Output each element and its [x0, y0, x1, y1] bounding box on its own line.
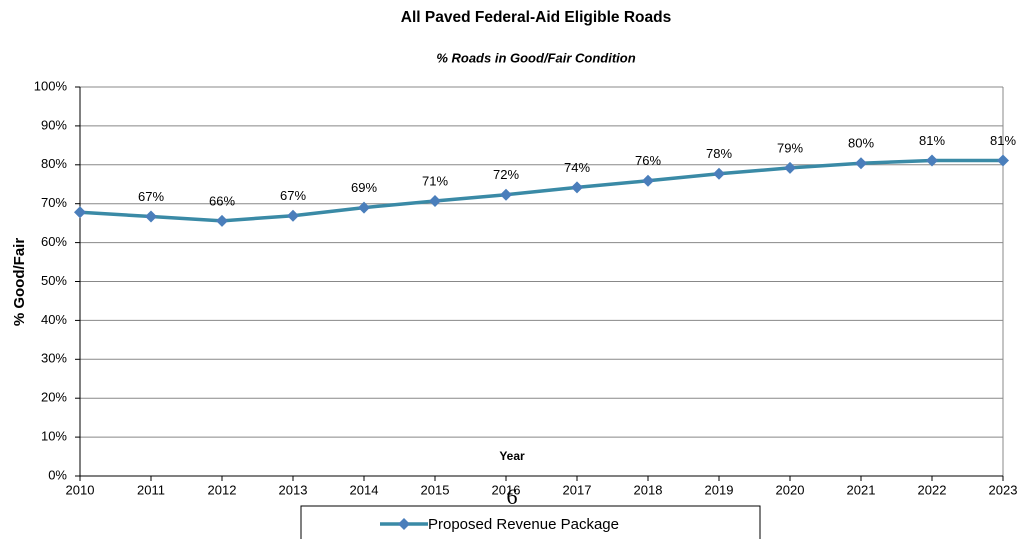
- y-tick-label: 20%: [41, 390, 67, 405]
- x-tick-label: 2016: [492, 482, 521, 497]
- page-number: 6: [507, 484, 518, 509]
- data-point: [642, 174, 654, 187]
- x-tick-label: 2022: [918, 482, 947, 497]
- data-label: 67%: [138, 189, 164, 204]
- data-point: [74, 206, 86, 219]
- data-label: 66%: [209, 193, 235, 208]
- data-label: 81%: [990, 133, 1016, 148]
- data-label: 81%: [919, 133, 945, 148]
- legend-marker: [398, 518, 410, 530]
- data-point: [713, 167, 725, 180]
- y-tick-label: 90%: [41, 117, 67, 132]
- data-label: 74%: [564, 160, 590, 175]
- data-point: [997, 154, 1009, 167]
- data-point: [784, 161, 796, 174]
- x-tick-label: 2021: [847, 482, 876, 497]
- data-label: 80%: [848, 136, 874, 151]
- data-point: [145, 210, 157, 223]
- data-label: 78%: [706, 146, 732, 161]
- x-tick-label: 2014: [350, 482, 379, 497]
- y-tick-label: 70%: [41, 195, 67, 210]
- chart-title: All Paved Federal-Aid Eligible Roads: [401, 9, 671, 26]
- data-point: [216, 214, 228, 227]
- series-line: [79, 158, 1003, 223]
- legend-box: [300, 505, 761, 539]
- data-point: [500, 188, 512, 201]
- x-tick-label: 2019: [705, 482, 734, 497]
- x-axis-label: Year: [499, 449, 525, 463]
- data-point: [855, 157, 867, 170]
- x-tick-label: 2017: [563, 482, 592, 497]
- x-tick-label: 2020: [776, 482, 805, 497]
- x-tick-label: 2012: [208, 482, 237, 497]
- data-point: [429, 194, 441, 207]
- y-tick-label: 40%: [41, 312, 67, 327]
- data-point: [287, 209, 299, 222]
- x-tick-label: 2018: [634, 482, 663, 497]
- data-label: 71%: [422, 173, 448, 188]
- y-axis-label: % Good/Fair: [11, 238, 28, 327]
- y-tick-label: 60%: [41, 234, 67, 249]
- data-label: 67%: [280, 188, 306, 203]
- data-point: [358, 201, 370, 214]
- y-tick-label: 10%: [41, 429, 67, 444]
- y-tick-label: 100%: [34, 78, 68, 93]
- data-point: [571, 181, 583, 194]
- data-point: [926, 154, 938, 167]
- y-tick-label: 50%: [41, 273, 67, 288]
- x-tick-label: 2013: [279, 482, 308, 497]
- legend-label: Proposed Revenue Package: [428, 516, 619, 533]
- data-label: 72%: [493, 167, 519, 182]
- data-label: 76%: [635, 153, 661, 168]
- y-tick-label: 80%: [41, 156, 67, 171]
- data-label: 69%: [351, 180, 377, 195]
- data-label: 79%: [777, 140, 803, 155]
- x-tick-label: 2023: [989, 482, 1018, 497]
- chart-subtitle: % Roads in Good/Fair Condition: [436, 50, 635, 65]
- y-tick-label: 0%: [48, 467, 67, 482]
- y-tick-label: 30%: [41, 351, 67, 366]
- x-tick-label: 2011: [137, 482, 165, 497]
- x-tick-label: 2010: [66, 482, 95, 497]
- x-tick-label: 2015: [421, 482, 450, 497]
